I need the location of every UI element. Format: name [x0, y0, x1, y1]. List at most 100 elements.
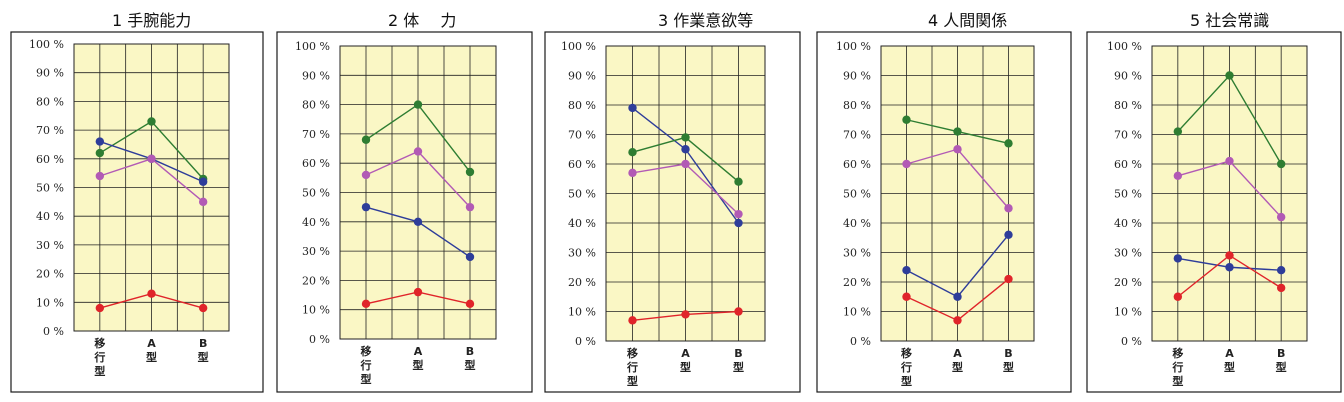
- y-tick-label: 50 %: [1114, 188, 1142, 201]
- y-tick-label: 40 %: [1114, 217, 1142, 230]
- data-point-magenta: [147, 154, 156, 163]
- chart-panel-1: 1 手腕能力 0 % 10 % 20 % 30 % 40 % 50 % 60 % 70 % 80 …: [10, 11, 264, 393]
- chart-panel-2: 2 体 力 0 % 10 % 20 % 30 % 40 % 50 % 60 % 70 % 80 %…: [276, 11, 533, 393]
- y-tick-label: 20 %: [302, 274, 330, 287]
- y-tick-label: 0 %: [575, 335, 596, 348]
- y-tick-label: 10 %: [302, 304, 330, 317]
- y-tick-label: 70 %: [843, 129, 871, 142]
- data-point-red: [681, 310, 690, 319]
- y-tick-label: 100 %: [29, 38, 64, 51]
- data-point-green: [1173, 127, 1183, 136]
- data-point-magenta: [361, 170, 371, 180]
- chart-title: 2 体 力: [388, 11, 456, 30]
- y-tick-label: 80 %: [568, 99, 596, 112]
- data-point-magenta: [413, 147, 423, 156]
- y-tick-label: 80 %: [302, 99, 330, 112]
- data-point-red: [413, 287, 423, 297]
- y-tick-label: 40 %: [302, 216, 330, 229]
- y-tick-label: 90 %: [36, 67, 64, 80]
- data-point-red: [734, 307, 743, 316]
- data-point-blue: [465, 252, 475, 262]
- chart-panel-4: 4 人間関係 0 % 10 % 20 % 30 % 40 % 50 % 60 % 70 % 80 …: [816, 11, 1072, 393]
- y-tick-label: 60 %: [1114, 158, 1142, 171]
- y-tick-label: 20 %: [36, 268, 64, 281]
- y-tick-label: 40 %: [36, 210, 64, 223]
- data-point-green: [147, 117, 156, 126]
- data-point-blue: [413, 217, 423, 226]
- data-point-blue: [734, 218, 743, 228]
- y-tick-label: 50 %: [302, 187, 330, 200]
- data-point-red: [1276, 283, 1286, 293]
- data-point-green: [1225, 71, 1234, 80]
- y-tick-label: 80 %: [843, 99, 871, 112]
- data-point-blue: [681, 145, 690, 154]
- data-point-blue: [1004, 230, 1013, 239]
- x-tick-label: 移行型: [626, 346, 638, 388]
- data-point-green: [95, 148, 105, 158]
- data-point-green: [628, 148, 637, 157]
- y-tick-label: 30 %: [843, 247, 871, 260]
- data-point-red: [198, 303, 208, 313]
- y-tick-label: 80 %: [36, 95, 64, 108]
- y-tick-label: 30 %: [302, 245, 330, 258]
- y-tick-label: 70 %: [1114, 129, 1142, 142]
- data-point-green: [1004, 139, 1013, 148]
- x-tick-label: 移行型: [1171, 346, 1183, 388]
- y-tick-label: 100 %: [295, 40, 330, 53]
- y-tick-label: 20 %: [568, 276, 596, 289]
- y-tick-label: 60 %: [843, 158, 871, 171]
- data-point-magenta: [465, 202, 475, 212]
- data-point-red: [361, 299, 371, 309]
- data-point-magenta: [953, 145, 962, 154]
- data-point-red: [465, 299, 475, 309]
- y-tick-label: 20 %: [843, 276, 871, 289]
- y-tick-label: 100 %: [836, 40, 871, 53]
- y-tick-label: 90 %: [843, 70, 871, 83]
- x-tick-label: 移行型: [360, 344, 372, 386]
- y-tick-label: 100 %: [561, 40, 596, 53]
- data-point-magenta: [95, 171, 105, 181]
- data-point-magenta: [628, 168, 637, 178]
- data-point-green: [953, 127, 962, 136]
- data-point-blue: [95, 137, 105, 146]
- x-tick-label: 移行型: [900, 346, 912, 388]
- data-point-green: [681, 133, 690, 142]
- y-tick-label: 50 %: [568, 188, 596, 201]
- y-tick-label: 30 %: [1114, 247, 1142, 260]
- x-tick-label: 移行型: [93, 336, 105, 378]
- y-tick-label: 0 %: [43, 325, 64, 338]
- data-point-blue: [198, 177, 208, 186]
- data-point-blue: [1225, 263, 1234, 272]
- y-tick-label: 90 %: [302, 69, 330, 82]
- y-tick-label: 40 %: [568, 217, 596, 230]
- data-point-red: [1004, 274, 1013, 284]
- data-point-magenta: [734, 209, 743, 219]
- y-tick-label: 10 %: [36, 296, 64, 309]
- y-tick-label: 60 %: [302, 157, 330, 170]
- data-point-red: [628, 316, 637, 325]
- data-point-magenta: [198, 197, 208, 207]
- data-point-green: [1276, 159, 1286, 169]
- data-point-green: [361, 135, 371, 144]
- y-tick-label: 30 %: [36, 239, 64, 252]
- data-point-red: [95, 303, 105, 313]
- data-point-green: [465, 167, 475, 177]
- y-tick-label: 50 %: [36, 182, 64, 195]
- chart-title: 5 社会常識: [1190, 11, 1269, 30]
- data-point-red: [1173, 292, 1183, 301]
- y-tick-label: 60 %: [36, 153, 64, 166]
- data-point-magenta: [1225, 156, 1234, 166]
- y-tick-label: 70 %: [36, 124, 64, 137]
- y-tick-label: 40 %: [843, 217, 871, 230]
- data-point-red: [147, 289, 156, 298]
